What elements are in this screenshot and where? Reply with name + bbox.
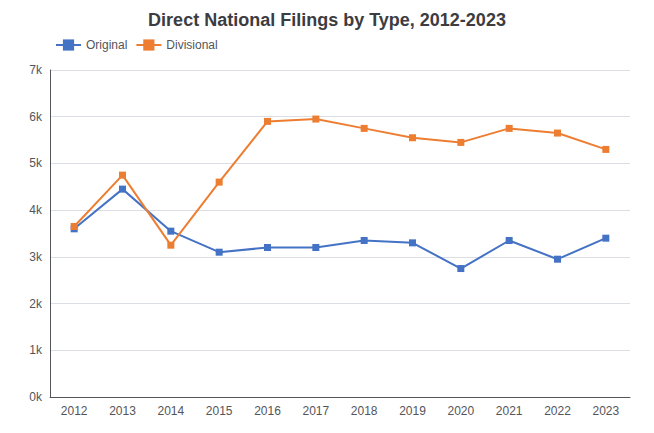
svg-text:Direct National Filings by Typ: Direct National Filings by Type, 2012-20…: [148, 10, 506, 30]
svg-text:1k: 1k: [29, 343, 43, 357]
svg-text:5k: 5k: [29, 156, 43, 170]
svg-text:7k: 7k: [29, 63, 43, 77]
svg-text:2013: 2013: [109, 404, 136, 418]
svg-text:2022: 2022: [544, 404, 571, 418]
svg-text:2019: 2019: [399, 404, 426, 418]
svg-text:Divisional: Divisional: [166, 38, 217, 52]
svg-text:2020: 2020: [447, 404, 474, 418]
svg-text:2015: 2015: [206, 404, 233, 418]
svg-text:4k: 4k: [29, 203, 43, 217]
svg-text:6k: 6k: [29, 110, 43, 124]
svg-text:2017: 2017: [302, 404, 329, 418]
svg-text:Original: Original: [86, 38, 127, 52]
svg-text:2016: 2016: [254, 404, 281, 418]
svg-text:2021: 2021: [496, 404, 523, 418]
svg-text:2012: 2012: [61, 404, 88, 418]
svg-text:2k: 2k: [29, 297, 43, 311]
svg-text:3k: 3k: [29, 250, 43, 264]
svg-text:2014: 2014: [157, 404, 184, 418]
svg-text:2023: 2023: [592, 404, 619, 418]
svg-text:2018: 2018: [351, 404, 378, 418]
svg-text:0k: 0k: [29, 390, 43, 404]
